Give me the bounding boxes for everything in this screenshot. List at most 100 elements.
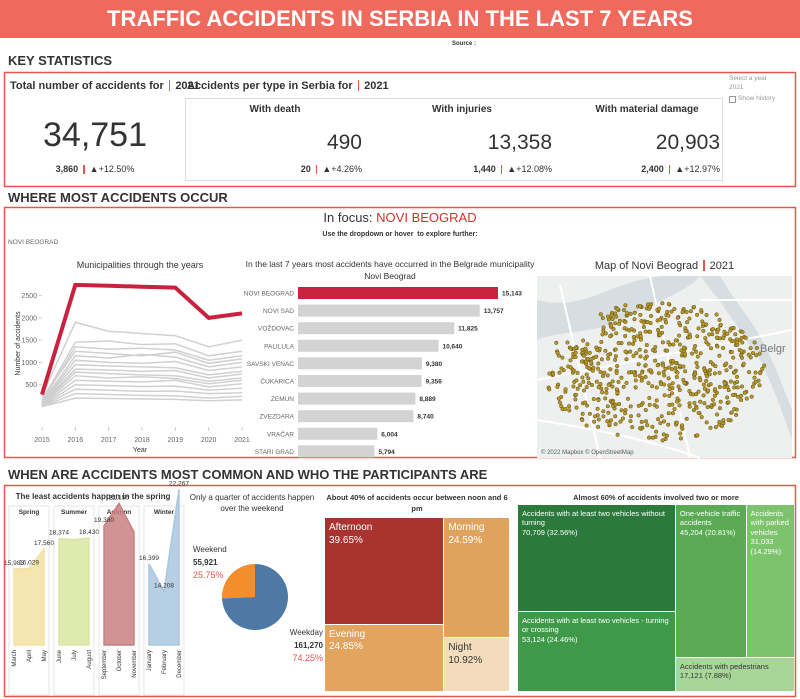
map-point (698, 351, 703, 356)
map-point (715, 344, 720, 349)
cell-label: Night (448, 642, 472, 654)
cell-label: Accidents with at least two vehicles wit… (522, 509, 665, 528)
line-series (41, 392, 243, 408)
map-point (614, 387, 619, 392)
map-point (547, 371, 552, 376)
map-point (713, 425, 718, 430)
x-tick-label: 2018 (134, 437, 150, 444)
map-point (693, 343, 698, 349)
map-point (563, 387, 568, 392)
map-point (682, 351, 687, 356)
map-point (573, 392, 579, 397)
map-point (721, 418, 726, 423)
map-point (636, 403, 641, 408)
value-label: 18,374 (49, 530, 69, 537)
map-point (701, 382, 706, 387)
map-point (590, 368, 595, 373)
map-point (603, 331, 608, 336)
map-point (717, 370, 722, 375)
map-point (701, 328, 706, 333)
map-point (758, 371, 763, 376)
map-point (741, 361, 746, 366)
map-point (669, 309, 674, 314)
pie-count: 161,270 (294, 641, 323, 650)
map-point (752, 375, 757, 380)
map-point (688, 334, 693, 339)
map-point (660, 340, 665, 345)
category-label: VOŽDOVAC (258, 324, 294, 333)
value-label: 11,825 (458, 326, 478, 333)
map-point (653, 358, 658, 363)
map-point (713, 387, 718, 392)
map-point (748, 346, 753, 351)
map-point (630, 341, 636, 346)
map-point (624, 380, 629, 385)
bar (298, 410, 414, 423)
map-point (571, 368, 576, 373)
map-point (620, 416, 625, 421)
map-point (654, 398, 659, 403)
treemap-cell: Accidents with parked vehicles 31,033 (14… (746, 505, 794, 657)
map-point (724, 361, 729, 366)
filter-option[interactable]: Show history (738, 95, 776, 102)
map-point (673, 338, 678, 343)
line-series (41, 388, 243, 407)
map-point (703, 336, 708, 341)
map-point (666, 376, 671, 381)
map-point (573, 355, 578, 360)
map-point (568, 358, 573, 363)
map-point (592, 419, 597, 424)
map-point (613, 357, 618, 362)
map-point (655, 363, 660, 368)
map-point (747, 370, 752, 375)
category-label: ZEMUN (271, 396, 294, 403)
value-label: 13,757 (484, 308, 504, 315)
map-point (596, 385, 601, 390)
map-point (600, 332, 605, 337)
map-place: Belgr (760, 343, 786, 355)
map-point (585, 403, 590, 408)
map-point (636, 413, 641, 418)
map-point (640, 370, 645, 375)
pie-slice (222, 564, 255, 599)
map-point (702, 401, 707, 406)
separator (668, 165, 671, 174)
map-point (663, 366, 668, 371)
map-point (631, 353, 636, 358)
type-name: With death (249, 104, 301, 115)
map-point (647, 395, 652, 401)
map-point (752, 340, 757, 345)
filter-value[interactable]: 2021 (729, 84, 744, 91)
page-title: TRAFFIC ACCIDENTS IN SERBIA IN THE LAST … (107, 6, 693, 31)
checkbox[interactable] (729, 96, 736, 103)
chart-title: Only a quarter of accidents happen over … (189, 493, 315, 513)
map-point (580, 375, 585, 380)
map-point (589, 382, 595, 388)
dropdown[interactable]: NOVI BEOGRAD (8, 239, 59, 246)
map-point (637, 347, 642, 352)
key-stats-box (3, 71, 797, 188)
map-point (743, 335, 748, 341)
map-point (750, 351, 755, 356)
map-point (754, 353, 759, 358)
map-point (638, 312, 643, 317)
map-point (613, 422, 618, 427)
map-point (688, 309, 693, 314)
map-point (613, 414, 618, 419)
map-point (670, 411, 675, 416)
map-point (591, 396, 596, 402)
map-point (568, 365, 573, 370)
map-point (614, 331, 619, 336)
map-point (691, 304, 697, 310)
map-point (596, 361, 601, 366)
x-axis-label: Year (132, 447, 148, 454)
value-label: 8,740 (417, 414, 434, 421)
value-label: 9,356 (426, 379, 443, 386)
map-point (717, 353, 722, 358)
line-series (41, 350, 243, 399)
cell-value: 24.59% (448, 534, 483, 546)
treemap-cell: Afternoon 39.65% (325, 518, 444, 624)
x-tick-label: 2017 (101, 437, 117, 444)
map-point (749, 394, 754, 399)
